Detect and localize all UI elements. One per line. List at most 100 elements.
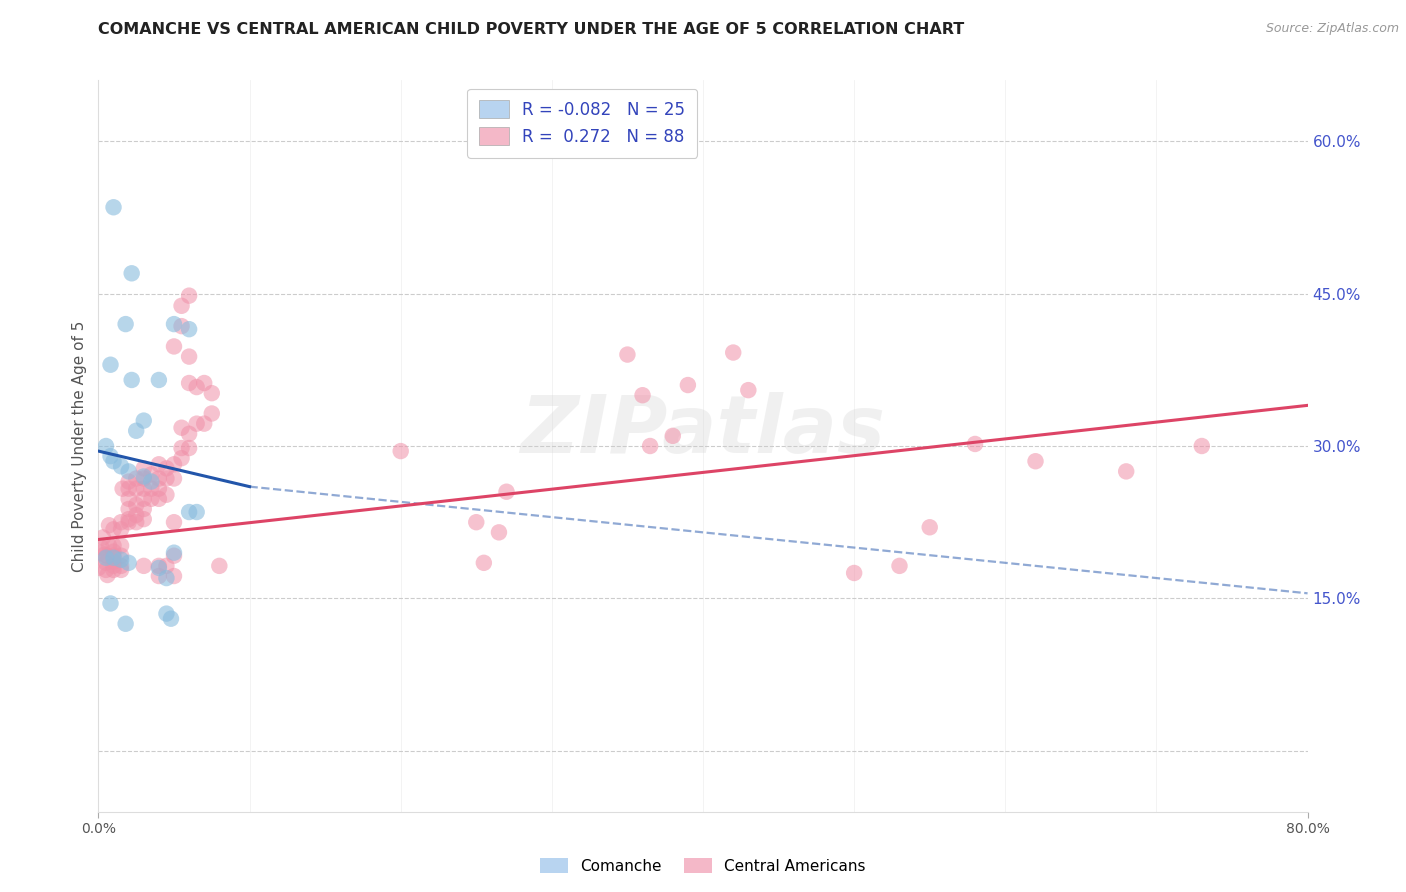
Point bbox=[118, 502, 141, 516]
Point bbox=[103, 550, 125, 565]
Point bbox=[465, 515, 488, 529]
Point bbox=[148, 373, 170, 387]
Point bbox=[89, 546, 111, 560]
Point bbox=[148, 558, 170, 573]
Point bbox=[201, 386, 224, 401]
Point bbox=[160, 612, 183, 626]
Point bbox=[170, 299, 193, 313]
Point bbox=[155, 558, 177, 573]
Point bbox=[110, 563, 132, 577]
Point bbox=[193, 417, 215, 431]
Point bbox=[141, 491, 163, 506]
Point bbox=[118, 491, 141, 506]
Point bbox=[179, 376, 201, 390]
Point bbox=[121, 266, 143, 280]
Point bbox=[1115, 464, 1137, 478]
Point bbox=[132, 558, 155, 573]
Point bbox=[94, 439, 117, 453]
Point bbox=[170, 441, 193, 455]
Point bbox=[148, 458, 170, 472]
Point bbox=[100, 597, 122, 611]
Point bbox=[93, 548, 115, 562]
Point bbox=[918, 520, 941, 534]
Point bbox=[616, 348, 638, 362]
Point bbox=[94, 556, 117, 570]
Point bbox=[125, 424, 148, 438]
Point bbox=[118, 464, 141, 478]
Point bbox=[118, 475, 141, 489]
Point bbox=[179, 441, 201, 455]
Point bbox=[155, 607, 177, 621]
Point bbox=[132, 512, 155, 526]
Point bbox=[193, 376, 215, 390]
Point bbox=[141, 475, 163, 489]
Point bbox=[148, 569, 170, 583]
Point bbox=[98, 518, 121, 533]
Point bbox=[110, 522, 132, 536]
Point bbox=[170, 319, 193, 334]
Point bbox=[103, 544, 125, 558]
Point bbox=[103, 539, 125, 553]
Point bbox=[96, 568, 118, 582]
Point bbox=[186, 380, 208, 394]
Point bbox=[148, 471, 170, 485]
Point bbox=[389, 444, 412, 458]
Legend: Comanche, Central Americans: Comanche, Central Americans bbox=[534, 852, 872, 880]
Point bbox=[676, 378, 699, 392]
Point bbox=[148, 561, 170, 575]
Text: ZIPatlas: ZIPatlas bbox=[520, 392, 886, 470]
Point bbox=[132, 414, 155, 428]
Point bbox=[103, 454, 125, 468]
Point bbox=[844, 566, 866, 580]
Legend: R = -0.082   N = 25, R =  0.272   N = 88: R = -0.082 N = 25, R = 0.272 N = 88 bbox=[467, 88, 697, 158]
Point bbox=[125, 508, 148, 522]
Point bbox=[179, 505, 201, 519]
Point bbox=[100, 358, 122, 372]
Text: COMANCHE VS CENTRAL AMERICAN CHILD POVERTY UNDER THE AGE OF 5 CORRELATION CHART: COMANCHE VS CENTRAL AMERICAN CHILD POVER… bbox=[98, 22, 965, 37]
Point bbox=[125, 515, 148, 529]
Point bbox=[103, 555, 125, 569]
Point bbox=[118, 515, 141, 529]
Point bbox=[91, 530, 114, 544]
Point bbox=[179, 288, 201, 302]
Point bbox=[110, 515, 132, 529]
Point bbox=[132, 482, 155, 496]
Point bbox=[141, 467, 163, 482]
Point bbox=[132, 491, 155, 506]
Point bbox=[94, 550, 117, 565]
Point bbox=[132, 471, 155, 485]
Point bbox=[114, 616, 136, 631]
Point bbox=[662, 429, 685, 443]
Point bbox=[965, 437, 987, 451]
Point bbox=[110, 549, 132, 563]
Point bbox=[186, 417, 208, 431]
Point bbox=[488, 525, 510, 540]
Point bbox=[1024, 454, 1046, 468]
Point bbox=[121, 373, 143, 387]
Point bbox=[132, 469, 155, 483]
Point bbox=[179, 426, 201, 441]
Point bbox=[98, 539, 121, 553]
Point bbox=[155, 471, 177, 485]
Point bbox=[125, 471, 148, 485]
Point bbox=[118, 556, 141, 570]
Point bbox=[132, 461, 155, 475]
Point bbox=[110, 459, 132, 474]
Point bbox=[118, 512, 141, 526]
Point bbox=[96, 549, 118, 563]
Point bbox=[103, 563, 125, 577]
Point bbox=[125, 498, 148, 512]
Point bbox=[125, 482, 148, 496]
Y-axis label: Child Poverty Under the Age of 5: Child Poverty Under the Age of 5 bbox=[72, 320, 87, 572]
Point bbox=[737, 383, 759, 397]
Point bbox=[103, 200, 125, 214]
Point bbox=[163, 546, 186, 560]
Point bbox=[472, 556, 495, 570]
Point bbox=[170, 451, 193, 466]
Point bbox=[114, 317, 136, 331]
Point bbox=[170, 421, 193, 435]
Point bbox=[132, 502, 155, 516]
Point bbox=[148, 491, 170, 506]
Point bbox=[155, 488, 177, 502]
Point bbox=[723, 345, 745, 359]
